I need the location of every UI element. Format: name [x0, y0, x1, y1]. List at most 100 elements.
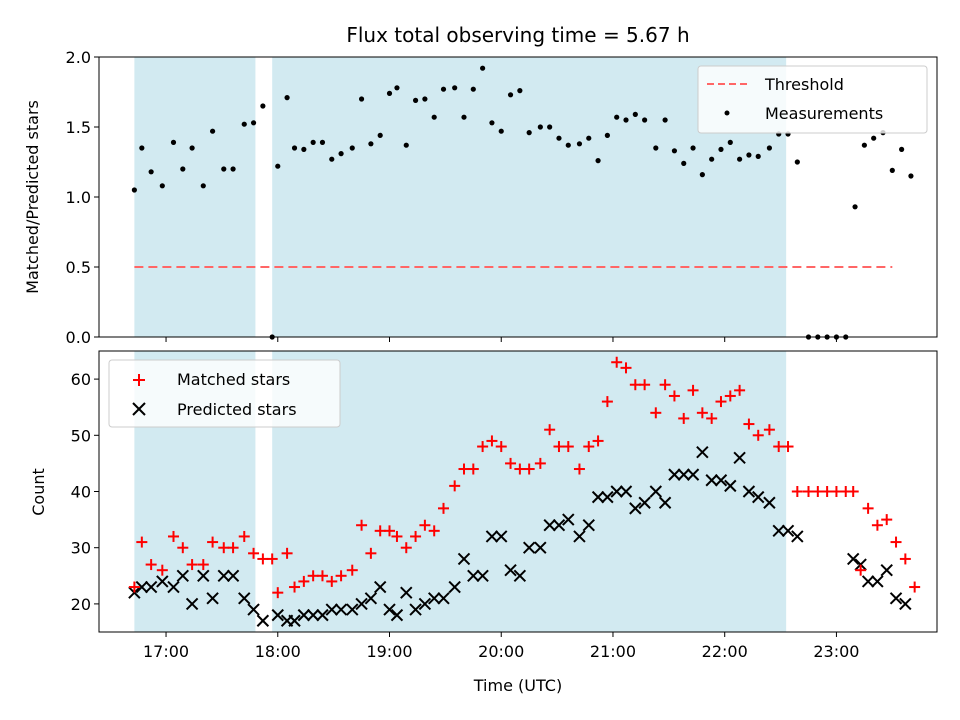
matched-star-point: [752, 429, 764, 441]
bottom-x-ticks: 17:00 18:00 19:00 20:00 21:00 22:00 23:00: [143, 632, 859, 661]
measurement-point: [394, 85, 400, 91]
matched-stars-series: [128, 356, 921, 599]
predicted-star-point: [176, 569, 190, 583]
predicted-x-b: [128, 586, 141, 599]
matched-star-point: [650, 407, 662, 419]
predicted-x-b: [854, 558, 867, 571]
predicted-star-point: [610, 485, 623, 498]
predicted-x-b: [880, 563, 893, 577]
matched-star-point: [495, 441, 507, 453]
predicted-x-b: [543, 519, 556, 532]
predicted-x-b: [334, 603, 348, 616]
measurement-point: [422, 96, 428, 102]
matched-star-point: [715, 396, 727, 408]
matched-star-point: [289, 581, 301, 593]
bottom-y-axis-label: Count: [29, 468, 48, 516]
predicted-star-point: [677, 468, 690, 481]
measurement-point: [470, 86, 476, 92]
predicted-x-b: [752, 490, 765, 504]
predicted-star-point: [495, 530, 508, 543]
predicted-star-point: [467, 569, 480, 583]
predicted-x-b: [733, 451, 746, 464]
bottom-y-ticks: 20 30 40 50 60: [71, 370, 99, 614]
measurement-point: [440, 86, 447, 92]
measurement-point: [329, 156, 335, 162]
predicted-x-b: [889, 592, 903, 605]
matched-star-point: [706, 412, 718, 424]
predicted-star-point: [485, 530, 499, 543]
measurement-point: [338, 151, 344, 157]
matched-star-point: [821, 486, 833, 497]
predicted-star-point: [686, 468, 700, 481]
matched-star-point: [177, 542, 189, 554]
measurement-point: [681, 160, 687, 166]
predicted-x-b: [144, 580, 158, 594]
matched-star-point: [458, 463, 470, 475]
measurement-point: [766, 145, 773, 151]
matched-star-point: [773, 441, 785, 453]
measurement-point: [614, 114, 620, 120]
predicted-x-b: [522, 541, 536, 554]
predicted-x-b: [373, 580, 387, 594]
predicted-star-point: [772, 524, 785, 538]
predicted-star-point: [167, 580, 180, 594]
matched-star-point: [391, 530, 403, 542]
predicted-star-point: [334, 603, 348, 616]
predicted-star-point: [418, 597, 432, 611]
predicted-star-point: [861, 575, 875, 588]
predicted-star-point: [504, 563, 517, 577]
measurement-point: [180, 166, 186, 172]
predicted-stars-legend-swatch: [132, 402, 146, 416]
matched-stars-legend-swatch: [133, 374, 145, 386]
y-tick-label: 0.0: [66, 328, 91, 347]
measurement-point: [221, 166, 227, 172]
measurement-point: [623, 117, 629, 123]
measurement-point: [368, 141, 374, 147]
predicted-x-b: [638, 496, 651, 509]
matched-star-point: [346, 564, 358, 576]
predicted-star-point: [534, 541, 547, 554]
observing-window: [272, 351, 787, 632]
predicted-x-b: [316, 608, 329, 622]
predicted-star-point: [742, 485, 756, 498]
matched-star-point: [668, 390, 680, 402]
predicted-x-b: [668, 468, 681, 481]
predicted-star-point: [457, 552, 471, 566]
y-tick-label: 60: [71, 370, 91, 389]
matched-star-point: [620, 362, 632, 374]
predicted-star-point: [271, 608, 284, 622]
bottom-legend-box: [108, 359, 341, 428]
matched-star-point: [248, 547, 260, 559]
predicted-star-point: [400, 586, 413, 599]
predicted-star-point: [373, 580, 387, 594]
matched-star-point: [326, 575, 338, 587]
predicted-x-b: [467, 569, 480, 583]
measurement-point: [517, 88, 523, 94]
measurement-point: [131, 187, 137, 193]
predicted-star-point: [513, 569, 527, 583]
measurement-point: [148, 169, 154, 175]
measurement-point: [452, 85, 458, 91]
measurement-point: [310, 139, 316, 145]
predicted-x-b: [742, 485, 756, 498]
matched-star-point: [374, 525, 386, 537]
predicted-star-point: [226, 569, 240, 583]
predicted-x-b: [724, 479, 737, 493]
predicted-star-point: [346, 603, 359, 616]
predicted-x-b: [861, 575, 875, 588]
predicted-x-b: [256, 614, 270, 627]
matched-star-point: [678, 412, 690, 424]
predicted-x-b: [238, 592, 251, 605]
measurement-point: [200, 183, 206, 189]
predicted-x-b: [772, 524, 785, 538]
threshold-legend-label: Threshold: [764, 75, 844, 94]
matched-star-point: [791, 486, 803, 497]
predicted-x-b: [185, 597, 199, 611]
matched-star-point: [573, 463, 585, 475]
predicted-star-point: [846, 552, 860, 566]
matched-star-point: [562, 441, 574, 453]
predicted-x-b: [504, 563, 517, 577]
measurement-point: [170, 139, 177, 145]
predicted-x-b: [325, 603, 338, 616]
